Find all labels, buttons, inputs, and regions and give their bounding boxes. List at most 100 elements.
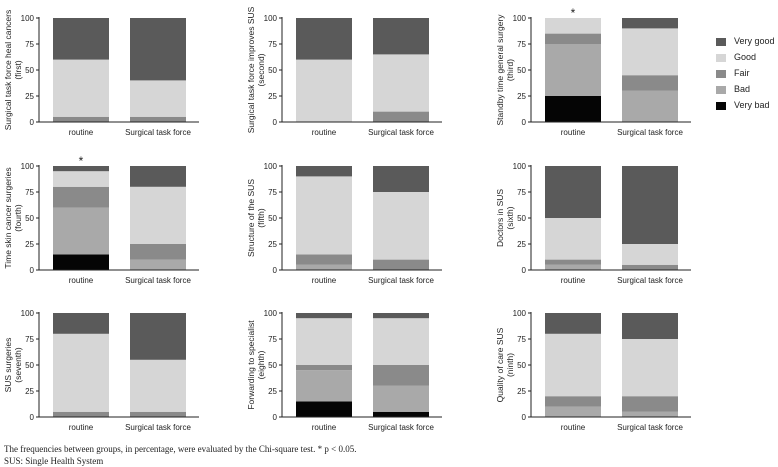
legend-swatch-fair (716, 70, 726, 78)
y-tick-label: 25 (25, 240, 34, 249)
y-tick-label: 75 (268, 335, 277, 344)
bar-segment-very-good (622, 166, 678, 244)
bar-segment-very-good (545, 166, 601, 218)
y-tick-label: 25 (517, 92, 526, 101)
y-tick-label: 100 (513, 162, 527, 171)
bar-segment-good (130, 359, 186, 412)
y-axis-title-line: (seventh) (13, 347, 23, 383)
y-tick-label: 100 (264, 309, 278, 318)
y-tick-label: 75 (517, 40, 526, 49)
y-tick-label: 50 (25, 361, 34, 370)
bar-segment-good (545, 218, 601, 260)
bar-segment-good (622, 244, 678, 265)
y-tick-label: 50 (517, 66, 526, 75)
x-tick-label: routine (561, 276, 586, 285)
y-tick-label: 0 (30, 118, 35, 127)
y-axis-title-line: (sixth) (505, 206, 515, 229)
bar-segment-fair (373, 259, 429, 270)
bar-segment-bad (622, 90, 678, 122)
x-tick-label: routine (69, 128, 94, 137)
bar-segment-fair (545, 259, 601, 265)
y-tick-label: 100 (513, 14, 527, 23)
y-tick-label: 0 (273, 266, 278, 275)
bar-segment-very-good (296, 313, 352, 319)
x-tick-label: routine (312, 423, 337, 432)
bar-segment-very-good (53, 313, 109, 334)
bar-segment-good (130, 186, 186, 244)
bar-segment-good (622, 339, 678, 397)
y-axis-title: Surgical task force heal cancers(first) (3, 10, 23, 130)
x-tick-label: Surgical task force (125, 128, 191, 137)
y-axis-title-line: Time skin cancer surgeries (3, 167, 13, 268)
x-tick-label: routine (561, 423, 586, 432)
y-axis-title-line: (second) (256, 53, 266, 86)
x-tick-label: routine (69, 423, 94, 432)
legend-swatch-good (716, 54, 726, 62)
bar-segment-good (53, 59, 109, 117)
bar-segment-fair (296, 254, 352, 265)
bar-segment-fair (373, 365, 429, 386)
chart-4: 0 25 50 75 100 routine Surgical task force Time… (3, 154, 199, 285)
bar-segment-very-bad (373, 411, 429, 417)
y-tick-label: 75 (517, 188, 526, 197)
x-tick-label: Surgical task force (125, 423, 191, 432)
bar-segment-fair (130, 411, 186, 417)
y-axis-title: Quality of care SUS(ninth) (495, 327, 515, 402)
chart-1: 0 25 50 75 100 routine Surgical task force Surg… (3, 10, 199, 137)
bar-segment-very-good (130, 313, 186, 360)
y-tick-label: 75 (25, 40, 34, 49)
bar-segment-bad (130, 259, 186, 270)
bar-segment-good (53, 333, 109, 412)
y-axis-title-line: Structure of the SUS (246, 179, 256, 257)
y-axis-title: Standby time general surgery(third) (495, 14, 515, 126)
bar-segment-fair (622, 75, 678, 91)
legend-swatch-very-good (716, 38, 726, 46)
y-tick-label: 0 (273, 413, 278, 422)
x-tick-label: Surgical task force (368, 128, 434, 137)
x-tick-label: Surgical task force (617, 128, 683, 137)
bar-segment-very-good (373, 313, 429, 319)
y-tick-label: 100 (21, 162, 35, 171)
y-axis-title: Structure of the SUS(fifth) (246, 179, 266, 257)
y-axis-title-line: Quality of care SUS (495, 327, 505, 402)
y-tick-label: 0 (522, 266, 527, 275)
bar-segment-fair (53, 186, 109, 208)
y-tick-label: 25 (268, 240, 277, 249)
x-tick-label: routine (312, 276, 337, 285)
y-axis-title-line: Doctors in SUS (495, 189, 505, 247)
bar-segment-good (373, 54, 429, 112)
y-axis-title: SUS surgeries(seventh) (3, 338, 23, 393)
x-tick-label: routine (561, 128, 586, 137)
y-axis-title-line: Standby time general surgery (495, 14, 505, 126)
bar-segment-good (373, 318, 429, 365)
y-tick-label: 75 (268, 188, 277, 197)
bar-segment-good (622, 28, 678, 76)
bar-segment-very-good (373, 166, 429, 192)
y-axis-title-line: (third) (505, 59, 515, 81)
y-axis-title-line: (ninth) (505, 353, 515, 377)
bar-segment-good (130, 80, 186, 117)
y-tick-label: 25 (25, 387, 34, 396)
bar-segment-fair (373, 111, 429, 122)
legend-swatch-bad (716, 86, 726, 94)
legend-label-bad: Bad (734, 84, 751, 94)
y-axis-title-line: (first) (13, 60, 23, 80)
x-tick-label: routine (312, 128, 337, 137)
bar-segment-fair (130, 244, 186, 260)
bar-segment-fair (622, 396, 678, 412)
y-tick-label: 50 (517, 214, 526, 223)
legend-label-very-bad: Very bad (734, 100, 770, 110)
bar-segment-fair (53, 116, 109, 122)
y-tick-label: 0 (30, 413, 35, 422)
y-axis-title-line: (fourth) (13, 204, 23, 232)
y-tick-label: 25 (268, 92, 277, 101)
bar-charts-grid: 0 25 50 75 100 routine Surgical task force Surg… (3, 6, 691, 432)
y-tick-label: 75 (268, 40, 277, 49)
bar-segment-fair (53, 411, 109, 417)
bar-segment-very-good (373, 18, 429, 55)
y-axis-title-line: Surgical task force heal cancers (3, 10, 13, 130)
bar-segment-very-good (130, 166, 186, 187)
figure-abbreviation-note: SUS: Single Health System (4, 456, 104, 466)
y-tick-label: 100 (264, 14, 278, 23)
y-tick-label: 50 (268, 66, 277, 75)
